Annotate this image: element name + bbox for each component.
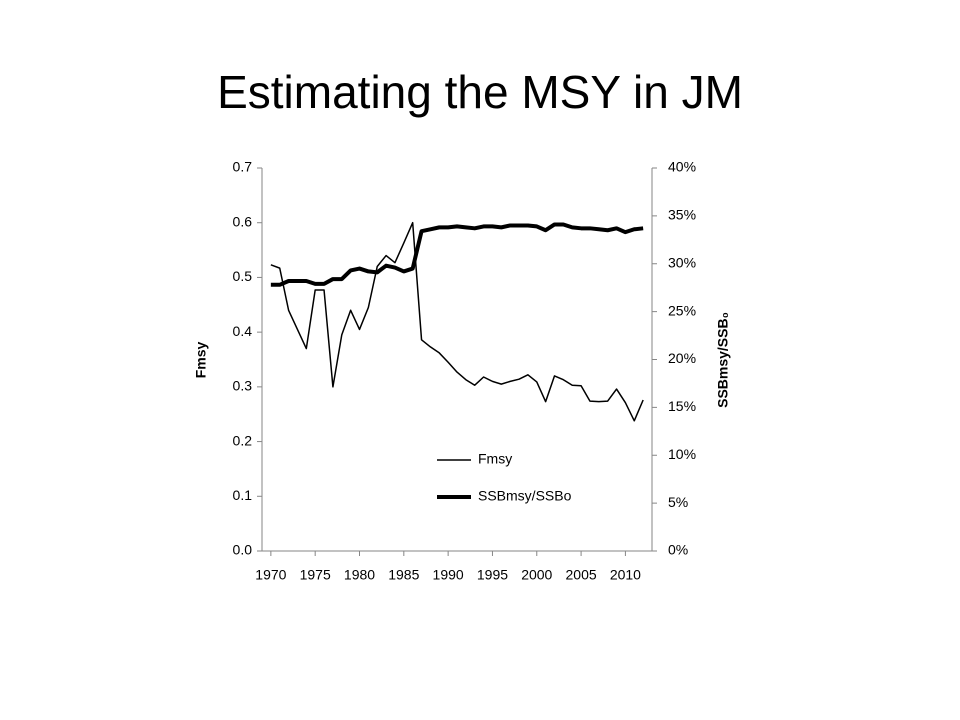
- y-tick-label: 0.0: [233, 542, 253, 558]
- y2-tick-label: 30%: [668, 254, 696, 270]
- x-tick-label: 1995: [477, 567, 508, 583]
- legend-label: Fmsy: [478, 451, 512, 467]
- y-axis-label: Fmsy: [193, 342, 209, 379]
- y2-tick-label: 0%: [668, 542, 688, 558]
- y-tick-label: 0.5: [233, 268, 253, 284]
- x-tick-label: 1975: [300, 567, 331, 583]
- x-tick-label: 2005: [566, 567, 597, 583]
- y-tick-label: 0.4: [233, 323, 253, 339]
- y2-tick-label: 35%: [668, 207, 696, 223]
- x-tick-label: 2010: [610, 567, 641, 583]
- y2-tick-label: 5%: [668, 494, 688, 510]
- y2-tick-label: 20%: [668, 350, 696, 366]
- y2-tick-label: 15%: [668, 398, 696, 414]
- slide-title: Estimating the MSY in JM: [217, 66, 743, 118]
- y-tick-label: 0.6: [233, 213, 253, 229]
- x-tick-label: 2000: [521, 567, 552, 583]
- y-tick-label: 0.3: [233, 378, 253, 394]
- legend-label: SSBmsy/SSBo: [478, 488, 572, 504]
- series-line: [270, 221, 644, 422]
- x-tick-label: 1985: [388, 567, 419, 583]
- y2-axis-label: SSBmsy/SSB₀: [715, 312, 731, 408]
- y2-tick-label: 25%: [668, 302, 696, 318]
- x-tick-label: 1980: [344, 567, 375, 583]
- y-tick-label: 0.2: [233, 432, 253, 448]
- y2-tick-label: 10%: [668, 446, 696, 462]
- y-tick-label: 0.7: [233, 159, 253, 175]
- y2-tick-label: 40%: [668, 159, 696, 175]
- x-tick-label: 1990: [433, 567, 464, 583]
- y-tick-label: 0.1: [233, 487, 253, 503]
- series-line: [270, 222, 644, 287]
- x-tick-label: 1970: [255, 567, 286, 583]
